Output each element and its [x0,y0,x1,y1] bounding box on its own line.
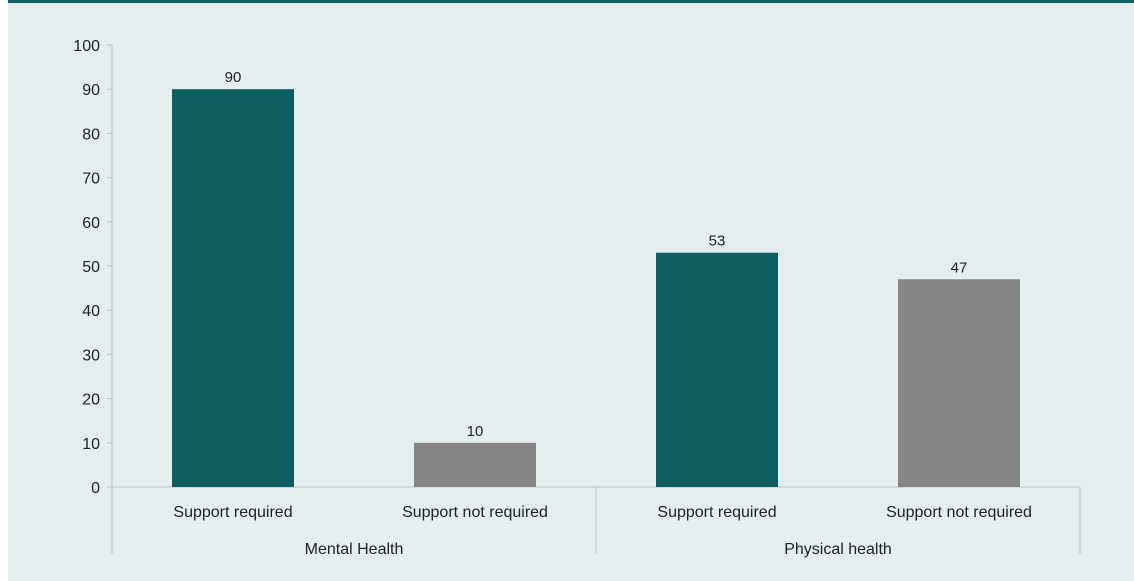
y-tick-label: 100 [73,38,100,55]
chart-panel: 0 10 20 30 40 50 60 70 80 90 100 90 Support required… [8,0,1134,581]
y-tick-label: 30 [82,347,100,364]
y-tick-label: 0 [91,480,100,497]
x-category-label: Support required [657,504,776,521]
y-tick-label: 80 [82,126,100,143]
chart-labels: 0 10 20 30 40 50 60 70 80 90 100 90 Support required… [73,38,1032,558]
y-tick-label: 60 [82,215,100,232]
y-tick-label: 50 [82,259,100,276]
data-label: 47 [951,259,968,276]
x-group-label: Mental Health [305,541,404,558]
bar [898,279,1020,487]
bar [172,89,294,487]
data-label: 53 [709,233,726,250]
x-category-label: Support required [173,504,292,521]
bar [656,252,778,487]
y-tick-label: 40 [82,303,100,320]
bar [414,442,536,487]
chart-bars [172,89,1020,487]
data-label: 90 [225,69,242,86]
y-tick-label: 10 [82,436,100,453]
x-group-label: Physical health [784,541,892,558]
y-tick-label: 90 [82,82,100,99]
data-label: 10 [467,423,484,440]
bar-chart: 0 10 20 30 40 50 60 70 80 90 100 90 Support required… [73,38,1081,558]
x-category-label: Support not required [886,504,1032,521]
y-tick-label: 70 [82,171,100,188]
x-category-label: Support not required [402,504,548,521]
y-tick-label: 20 [82,392,100,409]
